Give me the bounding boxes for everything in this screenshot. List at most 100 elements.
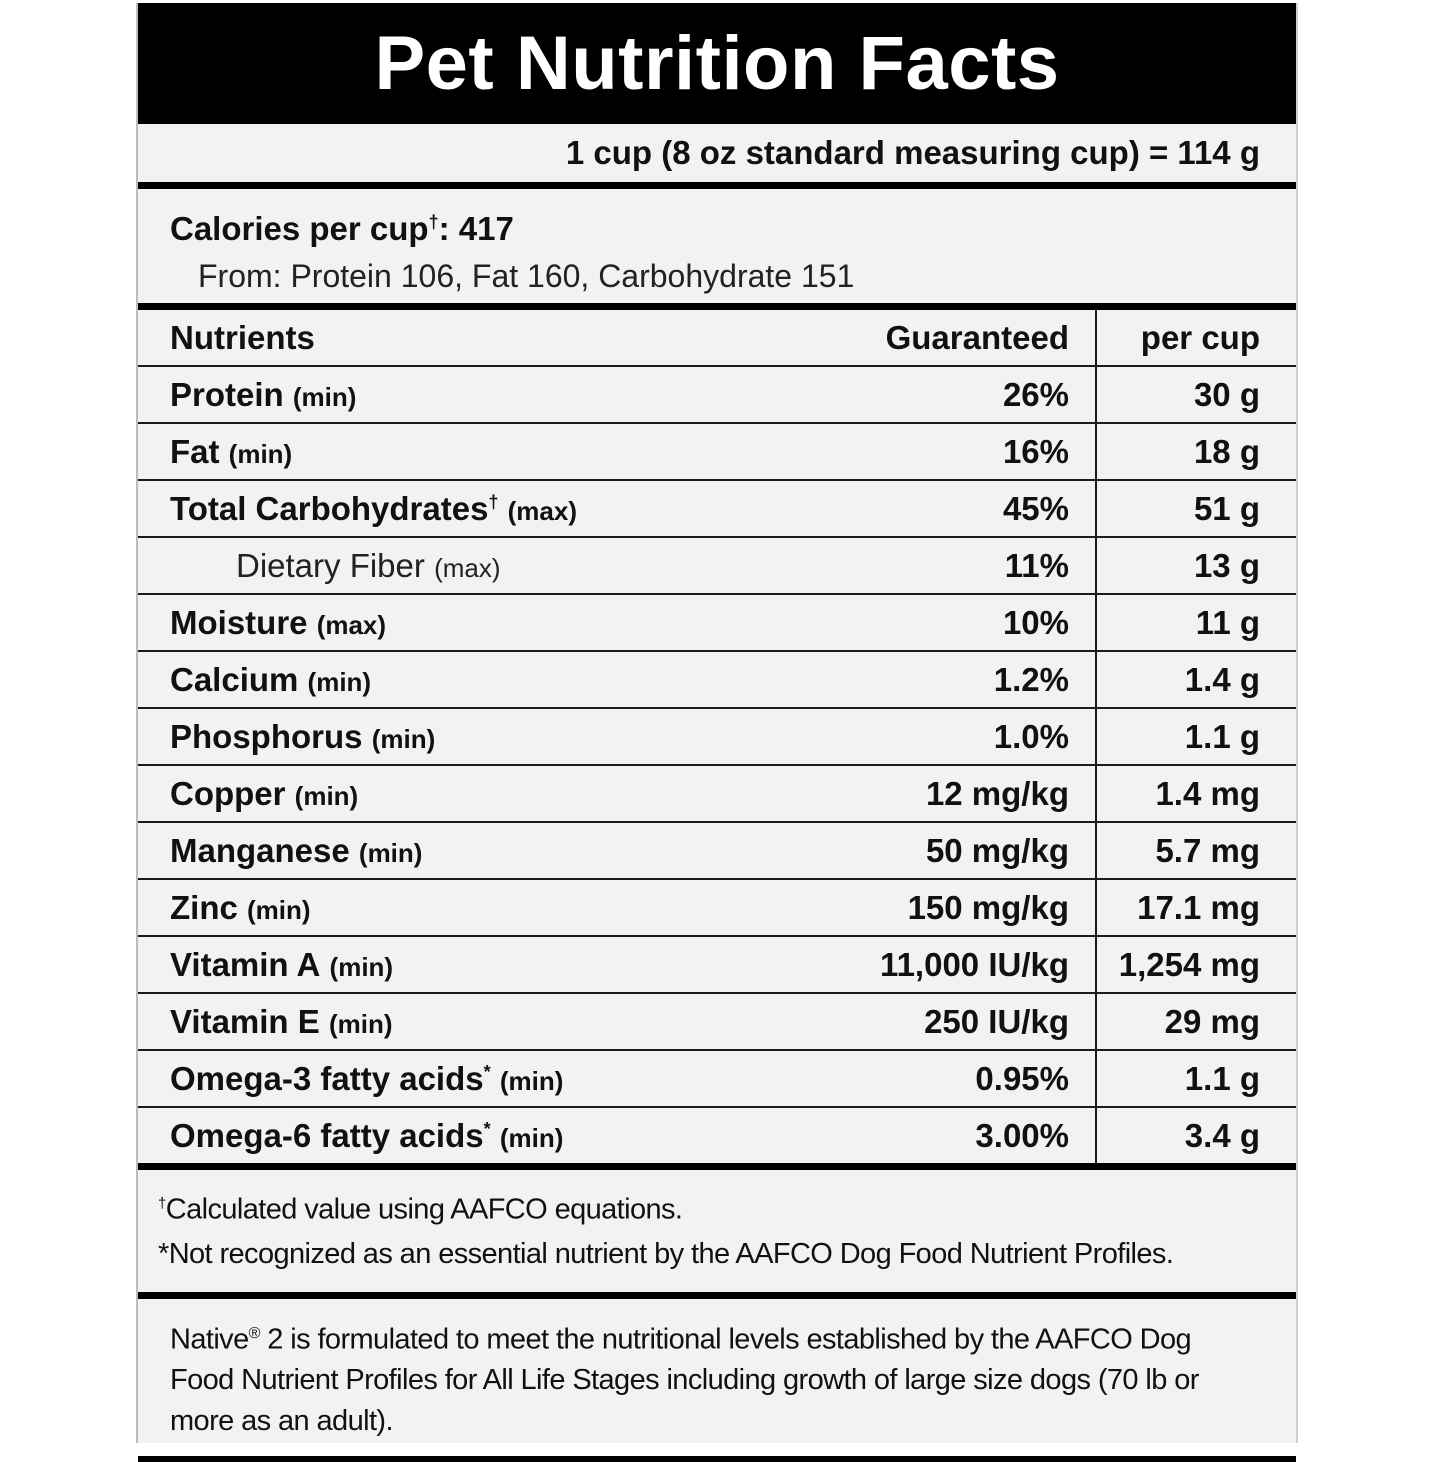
nutrient-name-cell: Fat (min) <box>138 423 838 481</box>
per-cup-value: 1.1 g <box>1096 1050 1296 1108</box>
table-row: Zinc (min) 150 mg/kg 17.1 mg <box>138 879 1296 937</box>
table-row: Copper (min) 12 mg/kg 1.4 mg <box>138 765 1296 823</box>
guaranteed-value: 150 mg/kg <box>838 879 1097 937</box>
header-guaranteed: Guaranteed <box>838 310 1097 367</box>
per-cup-value: 11 g <box>1096 594 1296 652</box>
nutrient-name-cell: Protein (min) <box>138 366 838 424</box>
table-row: Vitamin A (min) 11,000 IU/kg 1,254 mg <box>138 936 1296 994</box>
table-row: Fat (min) 16% 18 g <box>138 423 1296 481</box>
table-header-row: Nutrients Guaranteed per cup <box>138 310 1296 367</box>
nutrient-qualifier: (min) <box>499 1122 564 1153</box>
guaranteed-value: 26% <box>838 366 1097 424</box>
guaranteed-value: 250 IU/kg <box>838 993 1097 1051</box>
calories-breakdown: From: Protein 106, Fat 160, Carbohydrate… <box>198 258 855 294</box>
guaranteed-value: 0.95% <box>838 1050 1097 1108</box>
nutrient-name: Calcium <box>170 660 299 698</box>
dagger-mark: † <box>428 212 439 232</box>
per-cup-value: 1.4 g <box>1096 651 1296 709</box>
per-cup-value: 13 g <box>1096 537 1296 595</box>
per-cup-value: 51 g <box>1096 480 1296 538</box>
footnote-text: Calculated value using AAFCO equations. <box>165 1193 683 1226</box>
divider-thick <box>138 1456 1296 1462</box>
nutrient-name-cell: Vitamin E (min) <box>138 993 838 1051</box>
nutrient-qualifier: (min) <box>228 438 293 469</box>
nutrient-name: Omega-3 fatty acids <box>170 1059 484 1097</box>
table-row: Omega-6 fatty acids* (min) 3.00% 3.4 g <box>138 1107 1296 1163</box>
statement-text: 2 is formulated to meet the nutritional … <box>170 1323 1199 1438</box>
divider-thick <box>138 182 1296 189</box>
guaranteed-value: 50 mg/kg <box>838 822 1097 880</box>
per-cup-value: 3.4 g <box>1184 1116 1260 1154</box>
nutrient-name-cell: Dietary Fiber (max) <box>138 537 838 595</box>
nutrient-name-cell: Zinc (min) <box>138 879 838 937</box>
table-row: Omega-3 fatty acids* (min) 0.95% 1.1 g <box>138 1050 1296 1108</box>
per-cup-value: 17.1 mg <box>1096 879 1296 937</box>
nutrient-name-cell: Moisture (max) <box>138 594 838 652</box>
nutrient-name: Copper <box>170 774 286 812</box>
asterisk-mark: * <box>158 1237 169 1270</box>
header-nutrients: Nutrients <box>138 310 838 367</box>
table-row: Protein (min) 26% 30 g <box>138 366 1296 424</box>
footnotes: †Calculated value using AAFCO equations.… <box>138 1170 1296 1292</box>
nutrient-qualifier: (min) <box>292 381 357 412</box>
title-bar: Pet Nutrition Facts <box>138 3 1296 124</box>
nutrient-name-cell: Omega-3 fatty acids* (min) <box>138 1050 838 1108</box>
guaranteed-value: 45% <box>838 480 1097 538</box>
nutrient-name: Vitamin A <box>170 945 321 983</box>
nutrient-qualifier: (max) <box>507 495 577 526</box>
divider-thick <box>138 1291 1296 1299</box>
footnote-mark: * <box>483 1061 491 1082</box>
nutrient-name-cell: Omega-6 fatty acids* (min) <box>138 1107 838 1163</box>
table-row: Manganese (min) 50 mg/kg 5.7 mg <box>138 822 1296 880</box>
calories-sep: : <box>438 210 459 247</box>
per-cup-value: 1.1 g <box>1096 708 1296 766</box>
calories-section: Calories per cup†: 417 From: Protein 106… <box>138 189 1296 303</box>
nutrient-qualifier: (max) <box>316 609 387 640</box>
nutrient-qualifier: (min) <box>294 780 359 811</box>
nutrient-name-cell: Vitamin A (min) <box>138 936 838 994</box>
footnote-mark: † <box>488 491 499 512</box>
nutrient-qualifier: (min) <box>371 723 436 754</box>
nutrient-name: Omega-6 fatty acids <box>170 1116 484 1154</box>
nutrient-qualifier: (min) <box>358 837 423 868</box>
table-row: Vitamin E (min) 250 IU/kg 29 mg <box>138 993 1296 1051</box>
registered-mark: ® <box>248 1324 261 1342</box>
brand-name: Native <box>170 1323 249 1356</box>
nutrient-name: Dietary Fiber <box>236 546 425 584</box>
nutrient-name-cell: Copper (min) <box>138 765 838 823</box>
serving-size: 1 cup (8 oz standard measuring cup) = 11… <box>565 134 1260 171</box>
nutrition-label: Pet Nutrition Facts 1 cup (8 oz standard… <box>136 3 1298 1462</box>
per-cup-value: 1,254 mg <box>1096 936 1296 994</box>
nutrient-name-cell: Manganese (min) <box>138 822 838 880</box>
nutrient-qualifier: (max) <box>434 552 501 583</box>
nutrient-name: Total Carbohydrates <box>170 489 489 527</box>
nutrient-qualifier: (min) <box>328 1008 393 1039</box>
nutrient-name: Vitamin E <box>170 1002 320 1040</box>
table-row: Phosphorus (min) 1.0% 1.1 g <box>138 708 1296 766</box>
divider-thick <box>138 303 1296 310</box>
footnote: *Not recognized as an essential nutrient… <box>158 1232 1296 1276</box>
footnote: †Calculated value using AAFCO equations. <box>158 1182 1296 1232</box>
guaranteed-value: 16% <box>838 423 1097 481</box>
calories-label: Calories per cup <box>170 210 429 247</box>
nutrient-name: Moisture <box>170 603 308 641</box>
per-cup-value: 29 mg <box>1096 993 1296 1051</box>
guaranteed-value: 12 mg/kg <box>838 765 1097 823</box>
aafco-statement: Native® 2 is formulated to meet the nutr… <box>138 1299 1296 1457</box>
per-cup-value: 30 g <box>1096 366 1296 424</box>
per-cup-value: 1.4 mg <box>1096 765 1296 823</box>
footnote-text: Not recognized as an essential nutrient … <box>168 1237 1174 1270</box>
nutrient-name-cell: Total Carbohydrates† (max) <box>138 480 838 538</box>
per-cup-value: 5.7 mg <box>1096 822 1296 880</box>
per-cup-value: 18 g <box>1096 423 1296 481</box>
table-row: Dietary Fiber (max) 11% 13 g <box>138 537 1296 595</box>
nutrient-name: Fat <box>170 432 220 470</box>
calories-value: 417 <box>458 210 514 247</box>
nutrient-qualifier: (min) <box>247 894 311 925</box>
nutrient-qualifier: (min) <box>329 951 394 982</box>
guaranteed-value: 11% <box>838 537 1097 595</box>
guaranteed-value: 3.00% <box>838 1107 1097 1163</box>
nutrient-name-cell: Phosphorus (min) <box>138 708 838 766</box>
nutrient-name: Protein <box>170 375 284 413</box>
guaranteed-value: 11,000 IU/kg <box>838 936 1097 994</box>
